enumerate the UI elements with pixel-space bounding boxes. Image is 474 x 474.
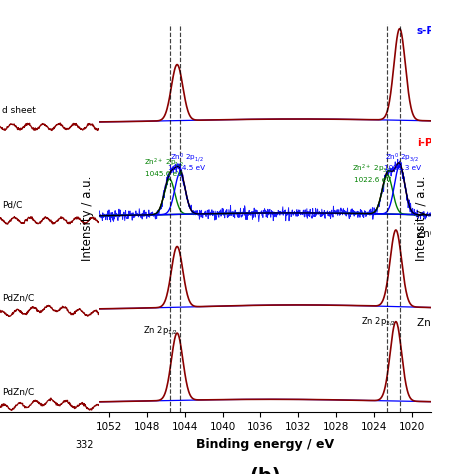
Text: Zn$^{2+}$ 2p$_{3/2}$
1022.6 eV: Zn$^{2+}$ 2p$_{3/2}$ 1022.6 eV: [352, 162, 392, 182]
Text: PdZn/C: PdZn/C: [2, 387, 34, 396]
Text: PdZn/C: PdZn/C: [2, 294, 34, 303]
Y-axis label: Intensity / a.u.: Intensity / a.u.: [415, 175, 428, 261]
Text: (b): (b): [249, 467, 281, 474]
Text: Zn$^0$ 2p$_{1/2}$
1044.5 eV: Zn$^0$ 2p$_{1/2}$ 1044.5 eV: [168, 151, 205, 171]
Text: Zn sheet: Zn sheet: [417, 318, 463, 328]
Text: Zn 2p$_{3/2}$: Zn 2p$_{3/2}$: [361, 316, 396, 328]
Text: 332: 332: [75, 439, 94, 449]
Text: d sheet: d sheet: [2, 107, 36, 116]
Text: Zn 2p$_{1/2}$: Zn 2p$_{1/2}$: [144, 324, 179, 337]
Text: Pd/C: Pd/C: [2, 200, 22, 209]
Text: s-PdZn/C: s-PdZn/C: [417, 26, 469, 36]
Text: i-PdZn/C: i-PdZn/C: [417, 138, 466, 148]
Text: Zn$^0$ 2p$_{3/2}$
1021.3 eV: Zn$^0$ 2p$_{3/2}$ 1021.3 eV: [384, 151, 421, 171]
Text: ZnO: ZnO: [417, 228, 439, 238]
X-axis label: Binding energy / eV: Binding energy / eV: [196, 438, 334, 451]
Text: Zn$^{2+}$ 2p$_{1/2}$
1045.6 eV: Zn$^{2+}$ 2p$_{1/2}$ 1045.6 eV: [144, 156, 184, 177]
Y-axis label: Intensity / a.u.: Intensity / a.u.: [81, 175, 94, 261]
